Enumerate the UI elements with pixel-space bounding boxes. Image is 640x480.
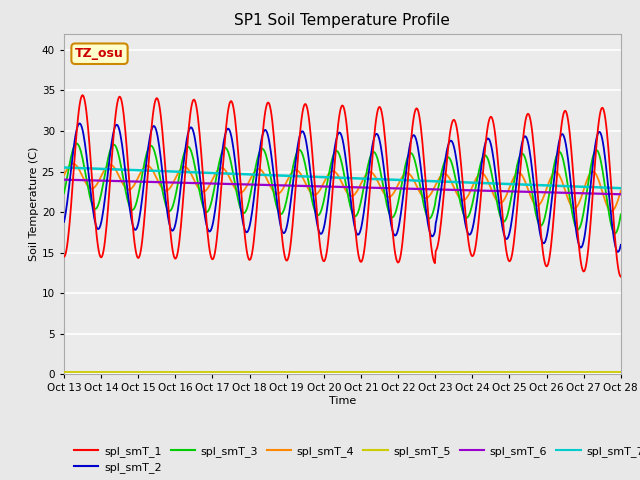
Text: TZ_osu: TZ_osu <box>75 47 124 60</box>
X-axis label: Time: Time <box>329 396 356 406</box>
Legend: spl_smT_1, spl_smT_2, spl_smT_3, spl_smT_4, spl_smT_5, spl_smT_6, spl_smT_7: spl_smT_1, spl_smT_2, spl_smT_3, spl_smT… <box>70 441 640 478</box>
Title: SP1 Soil Temperature Profile: SP1 Soil Temperature Profile <box>234 13 451 28</box>
Y-axis label: Soil Temperature (C): Soil Temperature (C) <box>29 147 39 261</box>
